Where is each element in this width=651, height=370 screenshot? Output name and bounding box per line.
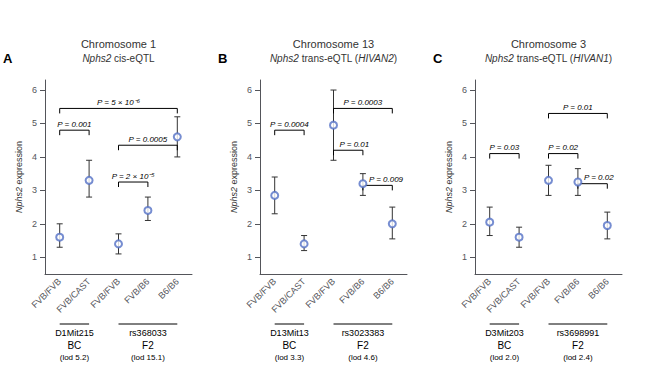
svg-text:D3Mit203: D3Mit203 bbox=[485, 328, 524, 338]
svg-text:3: 3 bbox=[462, 185, 467, 195]
svg-text:Nphs2: Nphs2 bbox=[229, 187, 239, 213]
svg-text:FVB/FVB: FVB/FVB bbox=[244, 276, 279, 310]
svg-text:BC: BC bbox=[67, 340, 81, 351]
svg-text:FVB/FVB: FVB/FVB bbox=[518, 276, 552, 310]
svg-text:B6/B6: B6/B6 bbox=[156, 276, 180, 300]
svg-text:B6/B6: B6/B6 bbox=[586, 276, 610, 300]
svg-text:expression: expression bbox=[229, 141, 239, 187]
svg-text:A: A bbox=[3, 51, 13, 66]
svg-text:Chromosome 1: Chromosome 1 bbox=[81, 38, 156, 50]
svg-text:P = 0.01: P = 0.01 bbox=[563, 103, 593, 112]
svg-text:4: 4 bbox=[462, 152, 467, 162]
svg-text:(lod 2.0): (lod 2.0) bbox=[490, 353, 520, 362]
svg-text:1: 1 bbox=[462, 252, 467, 262]
svg-text:(lod 4.6): (lod 4.6) bbox=[348, 353, 378, 362]
svg-text:FVB/B6: FVB/B6 bbox=[552, 276, 581, 305]
svg-text:1: 1 bbox=[32, 252, 37, 262]
svg-text:P = 5 × 10⁻⁶: P = 5 × 10⁻⁶ bbox=[97, 98, 141, 107]
svg-text:1: 1 bbox=[247, 252, 252, 262]
svg-text:rs3698991: rs3698991 bbox=[557, 328, 600, 338]
svg-text:2: 2 bbox=[247, 219, 252, 229]
svg-text:Chromosome 3: Chromosome 3 bbox=[511, 38, 586, 50]
svg-text:trans-eQTL (: trans-eQTL ( bbox=[514, 53, 574, 64]
svg-text:Nphs2: Nphs2 bbox=[444, 187, 454, 213]
svg-text:P = 0.001: P = 0.001 bbox=[57, 120, 91, 129]
svg-text:FVB/FVB: FVB/FVB bbox=[88, 276, 122, 310]
svg-text:P = 0.03: P = 0.03 bbox=[490, 143, 520, 152]
svg-text:FVB/CAST: FVB/CAST bbox=[54, 276, 92, 314]
svg-text:5: 5 bbox=[462, 118, 467, 128]
svg-text:F2: F2 bbox=[572, 340, 584, 351]
svg-text:FVB/FVB: FVB/FVB bbox=[303, 276, 337, 310]
svg-text:): ) bbox=[394, 53, 397, 64]
svg-text:P = 0.009: P = 0.009 bbox=[369, 175, 404, 184]
svg-text:HIVAN2: HIVAN2 bbox=[358, 53, 394, 64]
svg-text:P = 0.0005: P = 0.0005 bbox=[129, 135, 168, 144]
svg-text:cis-eQTL: cis-eQTL bbox=[111, 53, 155, 64]
svg-text:trans-eQTL (: trans-eQTL ( bbox=[299, 53, 359, 64]
svg-text:B6/B6: B6/B6 bbox=[371, 276, 395, 300]
svg-text:P = 0.0003: P = 0.0003 bbox=[344, 98, 383, 107]
svg-text:3: 3 bbox=[32, 185, 37, 195]
svg-text:(lod 5.2): (lod 5.2) bbox=[60, 353, 90, 362]
svg-text:B: B bbox=[218, 51, 227, 66]
svg-text:4: 4 bbox=[247, 152, 252, 162]
svg-text:6: 6 bbox=[247, 85, 252, 95]
svg-text:P = 0.01: P = 0.01 bbox=[340, 140, 370, 149]
svg-text:Nphs2: Nphs2 bbox=[14, 187, 24, 213]
svg-text:P = 0.0004: P = 0.0004 bbox=[270, 120, 309, 129]
svg-text:FVB/B6: FVB/B6 bbox=[337, 276, 366, 305]
svg-text:(lod 3.3): (lod 3.3) bbox=[275, 353, 305, 362]
svg-text:rs368033: rs368033 bbox=[129, 328, 167, 338]
svg-text:FVB/B6: FVB/B6 bbox=[122, 276, 151, 305]
svg-text:5: 5 bbox=[32, 118, 37, 128]
svg-text:Chromosome 13: Chromosome 13 bbox=[293, 38, 374, 50]
svg-text:(lod 2.4): (lod 2.4) bbox=[563, 353, 593, 362]
svg-text:6: 6 bbox=[462, 85, 467, 95]
svg-text:(lod 15.1): (lod 15.1) bbox=[131, 353, 165, 362]
svg-text:P = 2 × 10⁻⁵: P = 2 × 10⁻⁵ bbox=[112, 172, 156, 181]
svg-text:FVB/FVB: FVB/FVB bbox=[29, 276, 64, 310]
svg-text:FVB/FVB: FVB/FVB bbox=[459, 276, 494, 310]
svg-text:F2: F2 bbox=[357, 340, 369, 351]
svg-text:HIVAN1: HIVAN1 bbox=[573, 53, 609, 64]
svg-text:5: 5 bbox=[247, 118, 252, 128]
svg-text:2: 2 bbox=[32, 219, 37, 229]
svg-text:C: C bbox=[433, 51, 443, 66]
svg-text:4: 4 bbox=[32, 152, 37, 162]
svg-text:Nphs2: Nphs2 bbox=[82, 53, 111, 64]
svg-text:6: 6 bbox=[32, 85, 37, 95]
svg-text:D1Mit215: D1Mit215 bbox=[55, 328, 94, 338]
svg-text:F2: F2 bbox=[142, 340, 154, 351]
svg-text:BC: BC bbox=[497, 340, 511, 351]
svg-text:rs3023383: rs3023383 bbox=[342, 328, 385, 338]
svg-text:): ) bbox=[609, 53, 612, 64]
svg-text:P = 0.02: P = 0.02 bbox=[584, 173, 614, 182]
svg-text:FVB/CAST: FVB/CAST bbox=[484, 276, 522, 314]
svg-text:expression: expression bbox=[14, 141, 24, 187]
svg-text:FVB/CAST: FVB/CAST bbox=[269, 276, 307, 314]
svg-text:2: 2 bbox=[462, 219, 467, 229]
svg-text:Nphs2: Nphs2 bbox=[270, 53, 299, 64]
svg-text:BC: BC bbox=[282, 340, 296, 351]
svg-text:P = 0.02: P = 0.02 bbox=[548, 143, 578, 152]
svg-text:D13Mit13: D13Mit13 bbox=[270, 328, 309, 338]
svg-text:Nphs2: Nphs2 bbox=[485, 53, 514, 64]
svg-text:expression: expression bbox=[444, 141, 454, 187]
svg-text:3: 3 bbox=[247, 185, 252, 195]
